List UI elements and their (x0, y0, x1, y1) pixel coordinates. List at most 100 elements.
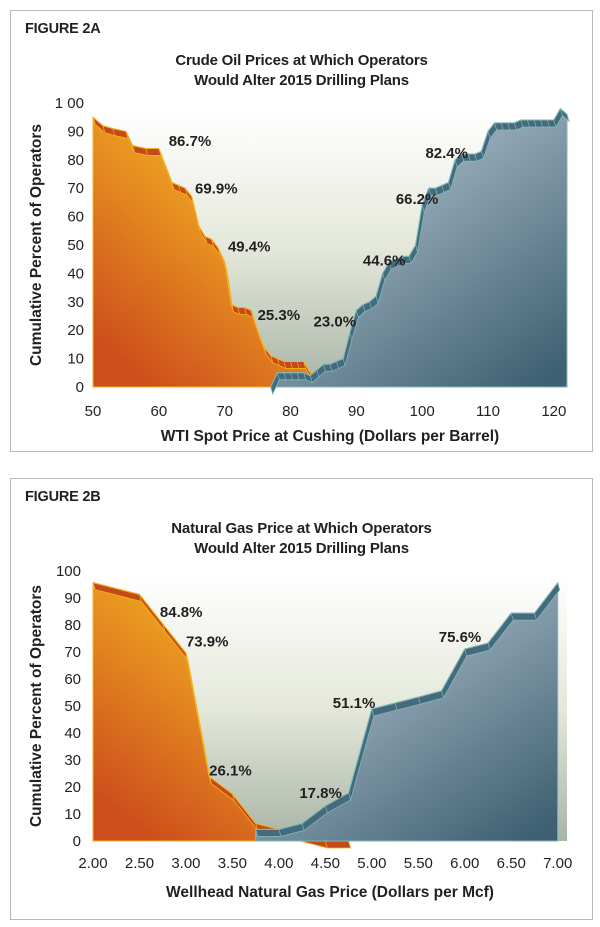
increase-series-edge-segment (487, 131, 491, 139)
x-tick-label: 60 (150, 403, 167, 420)
y-tick-label: 40 (64, 725, 81, 742)
x-tick-label: 6.50 (497, 855, 526, 872)
data-label: 86.7% (169, 133, 212, 150)
increase-series-edge-segment (560, 108, 563, 116)
data-label: 82.4% (425, 145, 468, 162)
y-tick-label: 1 00 (55, 95, 84, 112)
chart-title-line2: Would Alter 2015 Drilling Plans (194, 72, 409, 89)
data-label: 23.0% (314, 314, 357, 331)
increase-series-edge-segment (474, 154, 478, 162)
figure-2b-panel: FIGURE 2B Natural Gas Price at Which Ope… (10, 478, 593, 920)
decrease-series-edge-segment (325, 840, 328, 849)
increase-series-edge-segment (487, 642, 491, 651)
increase-series-edge-segment (441, 690, 444, 698)
chart-title: Crude Oil Prices at Which Operators Woul… (11, 51, 592, 91)
increase-series-edge-segment (325, 805, 328, 813)
increase-series-edge-segment (355, 310, 359, 318)
increase-series-edge-segment (402, 256, 405, 264)
increase-series-line (255, 582, 559, 830)
increase-series-edge-segment (428, 188, 432, 196)
x-tick-label: 4.00 (264, 855, 293, 872)
increase-series-edge-segment (309, 375, 313, 383)
increase-series-edge-segment (394, 702, 398, 711)
x-tick-label: 110 (476, 403, 500, 420)
decrease-series-edge-segment (208, 776, 212, 784)
increase-series-edge-segment (464, 648, 468, 657)
x-tick-label: 2.00 (78, 855, 107, 872)
increase-series-edge-segment (349, 332, 353, 341)
increase-series-edge-segment (527, 119, 530, 128)
increase-series-edge-segment (448, 182, 451, 190)
data-label: 25.3% (258, 307, 301, 324)
y-tick-label: 20 (64, 779, 81, 796)
y-tick-label: 60 (67, 209, 84, 226)
increase-series-edge-segment (421, 205, 425, 213)
y-tick-label: 50 (67, 237, 84, 254)
decrease-series-edge-segment (178, 185, 181, 193)
x-tick-label: 80 (282, 403, 299, 420)
y-tick-label: 40 (67, 265, 84, 282)
y-tick-label: 50 (64, 698, 81, 715)
y-tick-label: 30 (64, 752, 81, 769)
increase-series-edge-segment (283, 372, 287, 380)
increase-series-edge-segment (566, 114, 570, 122)
decrease-series-edge-segment (92, 117, 96, 125)
x-axis-title: Wellhead Natural Gas Price (Dollars per … (166, 884, 494, 901)
decrease-series-edge-segment (204, 236, 208, 244)
increase-series-line (270, 107, 568, 388)
data-label: 44.6% (363, 252, 406, 269)
increase-series-edge-segment (348, 792, 351, 801)
decrease-series-edge-segment (102, 125, 106, 133)
chart-title: Natural Gas Price at Which Operators Wou… (11, 519, 592, 559)
figure-label: FIGURE 2B (25, 489, 101, 505)
increase-series-edge-segment (441, 185, 445, 193)
decrease-series-line (92, 116, 324, 374)
chart-title-line1: Natural Gas Price at Which Operators (171, 520, 432, 537)
decrease-series-edge-segment (92, 582, 96, 590)
decrease-series-edge-segment (296, 361, 300, 369)
y-axis-title: Cumulative Percent of Operators (28, 585, 45, 827)
data-label: 66.2% (396, 191, 439, 208)
increase-series-edge-segment (494, 122, 497, 130)
y-tick-label: 20 (67, 322, 84, 339)
increase-series-edge-segment (278, 829, 282, 837)
chart-title-line2: Would Alter 2015 Drilling Plans (194, 540, 409, 557)
x-tick-label: 3.00 (171, 855, 200, 872)
increase-series-edge-segment (371, 708, 375, 717)
y-tick-label: 70 (67, 180, 84, 197)
data-label: 84.8% (160, 604, 203, 621)
y-tick-label: 80 (67, 152, 84, 169)
decrease-series-edge-segment (276, 358, 280, 366)
x-tick-label: 100 (410, 403, 435, 420)
increase-series-edge-segment (375, 296, 379, 304)
increase-series-edge-segment (316, 369, 320, 378)
decrease-series-edge-segment (171, 182, 175, 190)
data-label: 17.8% (299, 785, 342, 802)
figure-2a-panel: FIGURE 2A Crude Oil Prices at Which Oper… (10, 10, 593, 452)
increase-series-edge-segment (290, 372, 293, 380)
increase-series-edge-segment (296, 372, 300, 380)
data-label: 73.9% (186, 633, 229, 650)
increase-series-edge-segment (388, 261, 392, 270)
x-tick-label: 4.50 (311, 855, 340, 872)
decrease-series-edge-segment (270, 355, 274, 363)
figure-label: FIGURE 2A (25, 21, 101, 37)
y-tick-label: 30 (67, 294, 84, 311)
data-label: 51.1% (333, 695, 376, 712)
increase-series-edge-segment (408, 256, 412, 264)
increase-series-edge-segment (369, 301, 372, 309)
y-tick-label: 10 (64, 806, 81, 823)
decrease-series-edge-segment (244, 307, 247, 315)
increase-series-edge-segment (417, 696, 421, 705)
increase-series-edge-segment (513, 122, 517, 130)
decrease-series-edge-segment (230, 304, 234, 312)
y-tick-label: 90 (67, 123, 84, 140)
increase-series-edge-segment (336, 361, 339, 369)
increase-series-edge-segment (500, 122, 504, 130)
x-tick-label: 50 (85, 403, 102, 420)
x-tick-label: 2.50 (125, 855, 154, 872)
data-label: 75.6% (439, 629, 482, 646)
x-tick-label: 6.00 (450, 855, 479, 872)
y-axis-title: Cumulative Percent of Operators (28, 124, 45, 366)
x-tick-label: 90 (348, 403, 365, 420)
